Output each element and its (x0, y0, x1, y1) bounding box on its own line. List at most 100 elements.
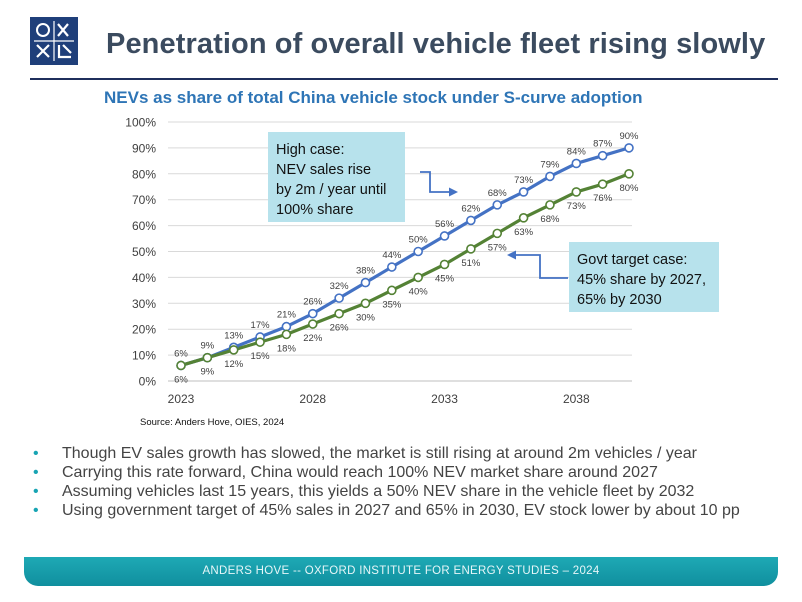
data-point (176, 360, 186, 371)
data-label: 73% (567, 201, 587, 212)
data-label: 35% (382, 299, 402, 310)
data-label: 79% (540, 159, 560, 170)
data-point (202, 352, 213, 363)
data-point (624, 143, 634, 153)
data-point (597, 150, 608, 161)
data-point (492, 200, 503, 210)
data-label: 30% (356, 312, 376, 323)
bullet-item: • Carrying this rate forward, China would… (30, 463, 770, 482)
y-tick-label: 70% (132, 193, 156, 207)
data-label: 73% (514, 175, 534, 186)
data-label: 18% (277, 343, 297, 354)
slide-title: Penetration of overall vehicle fleet ris… (106, 28, 766, 60)
data-label: 22% (303, 333, 323, 344)
data-label: 57% (488, 242, 508, 253)
data-label: 51% (461, 258, 481, 269)
oies-logo-icon (30, 17, 78, 65)
data-point (571, 187, 582, 197)
data-label: 6% (174, 348, 188, 359)
data-label: 12% (224, 359, 244, 370)
data-label: 13% (224, 330, 244, 341)
arrow-head (507, 250, 516, 260)
data-point (255, 337, 265, 347)
data-point (518, 187, 529, 197)
data-label: 26% (303, 297, 323, 308)
y-tick-label: 60% (132, 219, 156, 233)
data-label: 45% (435, 273, 455, 284)
y-tick-label: 80% (132, 167, 156, 181)
bullet-item: • Assuming vehicles last 15 years, this y… (30, 482, 770, 501)
arrow-head (449, 187, 458, 197)
x-tick-label: 2033 (431, 392, 458, 406)
x-tick-label: 2028 (299, 392, 326, 406)
govt-case-line-3: 65% by 2030 (577, 292, 662, 308)
title-divider (30, 78, 778, 80)
data-label: 40% (409, 286, 429, 297)
high-case-line-1: High case: (276, 142, 345, 158)
data-label: 56% (435, 219, 455, 230)
line-chart: 0% 10% 20% 30% 40% 50% 60% 70% 80% 90% 100% 2023 202… (125, 116, 639, 407)
data-point (413, 272, 423, 283)
high-case-line-3: by 2m / year until (276, 182, 387, 198)
y-tick-label: 90% (132, 141, 156, 155)
gridlines (168, 121, 632, 356)
data-label: 63% (514, 227, 534, 238)
data-label: 44% (382, 250, 402, 261)
y-tick-label: 100% (125, 116, 156, 130)
data-point (307, 319, 318, 329)
data-label: 68% (540, 214, 560, 225)
bullet-marker: • (33, 502, 39, 519)
y-tick-label: 50% (132, 245, 156, 259)
series: 6% 9% 13% 17% 21% 26% 32% 38% 44% 50% 56% 62% 68% 73%… (174, 131, 639, 386)
bullet-text: Carrying this rate forward, China would … (62, 464, 658, 481)
bullet-marker: • (33, 445, 39, 462)
data-point (597, 179, 608, 189)
x-tick-label: 2023 (168, 392, 195, 406)
y-tick-label: 20% (132, 323, 156, 337)
data-label: 90% (619, 131, 639, 142)
data-label: 76% (593, 193, 613, 204)
bullet-text: Assuming vehicles last 15 years, this yi… (62, 483, 695, 500)
data-label: 17% (251, 320, 271, 331)
data-label: 80% (619, 183, 639, 194)
data-point (387, 285, 397, 296)
callout-arrows (420, 171, 568, 279)
data-label: 87% (593, 139, 613, 150)
data-point (439, 231, 450, 241)
high-case-arrow (420, 171, 452, 193)
bullet-text: Using government target of 45% sales in … (62, 502, 740, 519)
data-label: 84% (567, 146, 587, 157)
y-tick-label: 10% (132, 349, 156, 363)
data-label: 9% (200, 341, 214, 352)
data-point (466, 215, 476, 226)
data-point (387, 262, 397, 272)
axes: 0% 10% 20% 30% 40% 50% 60% 70% 80% 90% 100% 2023 202… (125, 116, 632, 406)
bullet-text: Though EV sales growth has slowed, the m… (62, 445, 697, 462)
data-point (439, 259, 450, 270)
footer-bar: ANDERS HOVE -- OXFORD INSTITUTE FOR ENER… (24, 557, 778, 586)
data-label: 26% (330, 323, 350, 334)
y-tick-label: 0% (139, 375, 157, 389)
govt-case-line-2: 45% share by 2027, (577, 272, 706, 288)
series-line-high-case (180, 146, 630, 367)
bullet-item: • Using government target of 45% sales in… (30, 501, 770, 520)
data-point (545, 171, 555, 182)
data-point (228, 345, 239, 355)
data-point (518, 213, 529, 223)
data-label: 32% (330, 281, 350, 292)
data-label: 15% (251, 351, 271, 362)
govt-case-arrow (514, 254, 568, 279)
data-label: 50% (409, 235, 429, 246)
chart-title: NEVs as share of total China vehicle sto… (104, 88, 643, 107)
data-label: 9% (200, 367, 214, 378)
data-label: 38% (356, 266, 376, 277)
bullet-item: • Though EV sales growth has slowed, the … (30, 444, 770, 463)
data-label: 68% (488, 188, 508, 199)
series-line-govt-case (180, 172, 630, 367)
data-point (492, 228, 503, 239)
data-point (624, 169, 634, 179)
data-point (360, 277, 371, 288)
data-point (281, 321, 292, 332)
data-label: 6% (174, 374, 188, 385)
